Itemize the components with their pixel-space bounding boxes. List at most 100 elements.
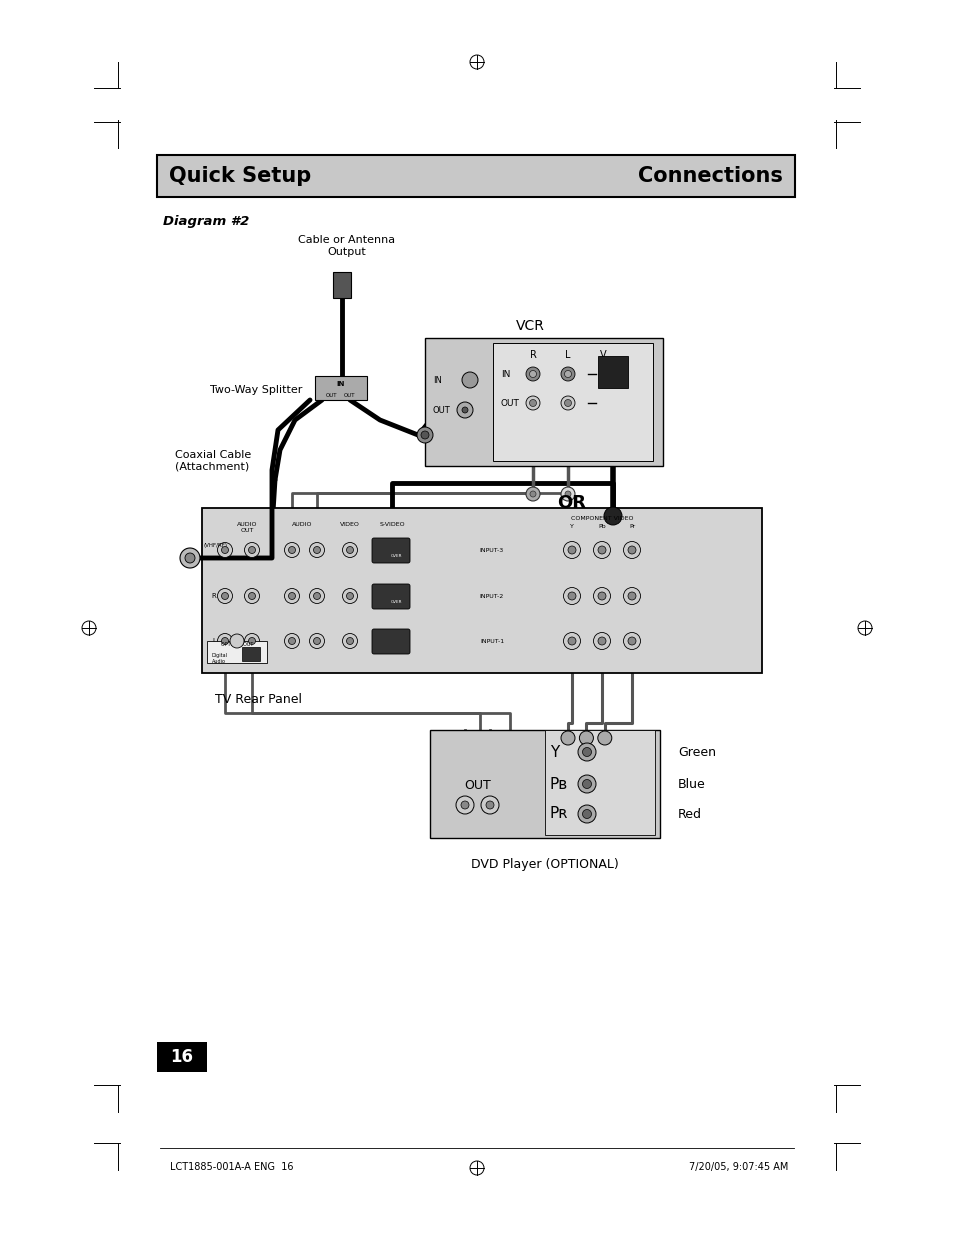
Circle shape bbox=[598, 731, 611, 745]
Circle shape bbox=[217, 589, 233, 604]
Circle shape bbox=[598, 637, 605, 645]
Circle shape bbox=[627, 637, 636, 645]
Circle shape bbox=[244, 634, 259, 648]
Text: Connections: Connections bbox=[638, 165, 782, 186]
Circle shape bbox=[578, 743, 596, 761]
Circle shape bbox=[314, 637, 320, 645]
Text: Blue: Blue bbox=[678, 778, 705, 790]
Circle shape bbox=[456, 403, 473, 417]
Text: Green: Green bbox=[678, 746, 716, 758]
Text: IN: IN bbox=[433, 375, 441, 384]
Circle shape bbox=[314, 593, 320, 599]
Text: R: R bbox=[485, 799, 494, 811]
Text: IN: IN bbox=[336, 382, 345, 387]
Text: L: L bbox=[461, 799, 468, 811]
Text: LCT1885-001A-A ENG  16: LCT1885-001A-A ENG 16 bbox=[170, 1162, 294, 1172]
Circle shape bbox=[564, 492, 571, 496]
Circle shape bbox=[185, 553, 194, 563]
Circle shape bbox=[221, 637, 229, 645]
Circle shape bbox=[248, 547, 255, 553]
FancyBboxPatch shape bbox=[372, 538, 410, 563]
Bar bbox=[202, 508, 761, 673]
Text: OR: OR bbox=[557, 494, 585, 513]
Bar bbox=[333, 272, 351, 298]
Circle shape bbox=[180, 548, 200, 568]
Text: COMPONENT VIDEO: COMPONENT VIDEO bbox=[570, 516, 633, 521]
Circle shape bbox=[582, 809, 591, 819]
Text: L: L bbox=[565, 350, 570, 359]
Circle shape bbox=[244, 542, 259, 557]
Text: OUT: OUT bbox=[500, 399, 519, 408]
Circle shape bbox=[309, 634, 324, 648]
Circle shape bbox=[529, 399, 536, 406]
Circle shape bbox=[627, 546, 636, 555]
Text: Digital
Audio: Digital Audio bbox=[212, 653, 228, 663]
Text: R: R bbox=[212, 593, 216, 599]
Text: AUDIO
OUT: AUDIO OUT bbox=[236, 522, 257, 532]
Circle shape bbox=[563, 588, 579, 604]
Circle shape bbox=[284, 542, 299, 557]
Text: Pr: Pr bbox=[628, 524, 635, 529]
Text: Pb: Pb bbox=[598, 524, 605, 529]
Bar bbox=[598, 356, 627, 388]
Text: OUT: OUT bbox=[433, 405, 450, 415]
Text: OPTICAL OUT: OPTICAL OUT bbox=[220, 642, 253, 647]
Circle shape bbox=[567, 592, 576, 600]
Circle shape bbox=[342, 589, 357, 604]
Circle shape bbox=[248, 593, 255, 599]
Circle shape bbox=[578, 805, 596, 823]
Circle shape bbox=[593, 588, 610, 604]
Bar bbox=[493, 343, 652, 461]
Circle shape bbox=[230, 634, 244, 648]
Text: R: R bbox=[529, 350, 536, 359]
Circle shape bbox=[627, 592, 636, 600]
Circle shape bbox=[525, 487, 539, 501]
Text: Quick Setup: Quick Setup bbox=[169, 165, 311, 186]
Circle shape bbox=[346, 593, 354, 599]
Circle shape bbox=[342, 542, 357, 557]
Circle shape bbox=[582, 747, 591, 757]
Circle shape bbox=[346, 547, 354, 553]
Circle shape bbox=[284, 634, 299, 648]
Bar bbox=[424, 338, 662, 466]
Circle shape bbox=[567, 546, 576, 555]
Text: Red: Red bbox=[678, 808, 701, 820]
Circle shape bbox=[560, 487, 575, 501]
Text: V: V bbox=[599, 350, 606, 359]
Circle shape bbox=[288, 637, 295, 645]
Circle shape bbox=[623, 588, 639, 604]
Circle shape bbox=[416, 427, 433, 443]
Circle shape bbox=[244, 589, 259, 604]
Circle shape bbox=[582, 779, 591, 788]
Text: IN: IN bbox=[500, 369, 510, 378]
Circle shape bbox=[593, 632, 610, 650]
Circle shape bbox=[598, 592, 605, 600]
Circle shape bbox=[461, 408, 468, 412]
Bar bbox=[157, 156, 794, 198]
Circle shape bbox=[288, 547, 295, 553]
Circle shape bbox=[564, 399, 571, 406]
Text: INPUT-1: INPUT-1 bbox=[479, 638, 503, 643]
Text: Pʀ: Pʀ bbox=[550, 806, 568, 821]
Bar bbox=[207, 641, 267, 663]
Text: Y: Y bbox=[570, 524, 574, 529]
Circle shape bbox=[288, 593, 295, 599]
Circle shape bbox=[567, 637, 576, 645]
Circle shape bbox=[217, 542, 233, 557]
Circle shape bbox=[284, 589, 299, 604]
Text: OVER: OVER bbox=[391, 600, 402, 604]
Text: Y: Y bbox=[550, 745, 558, 760]
Circle shape bbox=[598, 546, 605, 555]
Bar bbox=[242, 647, 260, 661]
Circle shape bbox=[578, 731, 593, 745]
Circle shape bbox=[593, 541, 610, 558]
Circle shape bbox=[217, 634, 233, 648]
Circle shape bbox=[314, 547, 320, 553]
Text: INPUT-2: INPUT-2 bbox=[479, 594, 503, 599]
Text: TV Rear Panel: TV Rear Panel bbox=[214, 693, 302, 706]
Circle shape bbox=[560, 396, 575, 410]
Circle shape bbox=[603, 508, 621, 525]
Text: 16: 16 bbox=[171, 1049, 193, 1066]
Circle shape bbox=[460, 802, 469, 809]
Circle shape bbox=[525, 367, 539, 382]
